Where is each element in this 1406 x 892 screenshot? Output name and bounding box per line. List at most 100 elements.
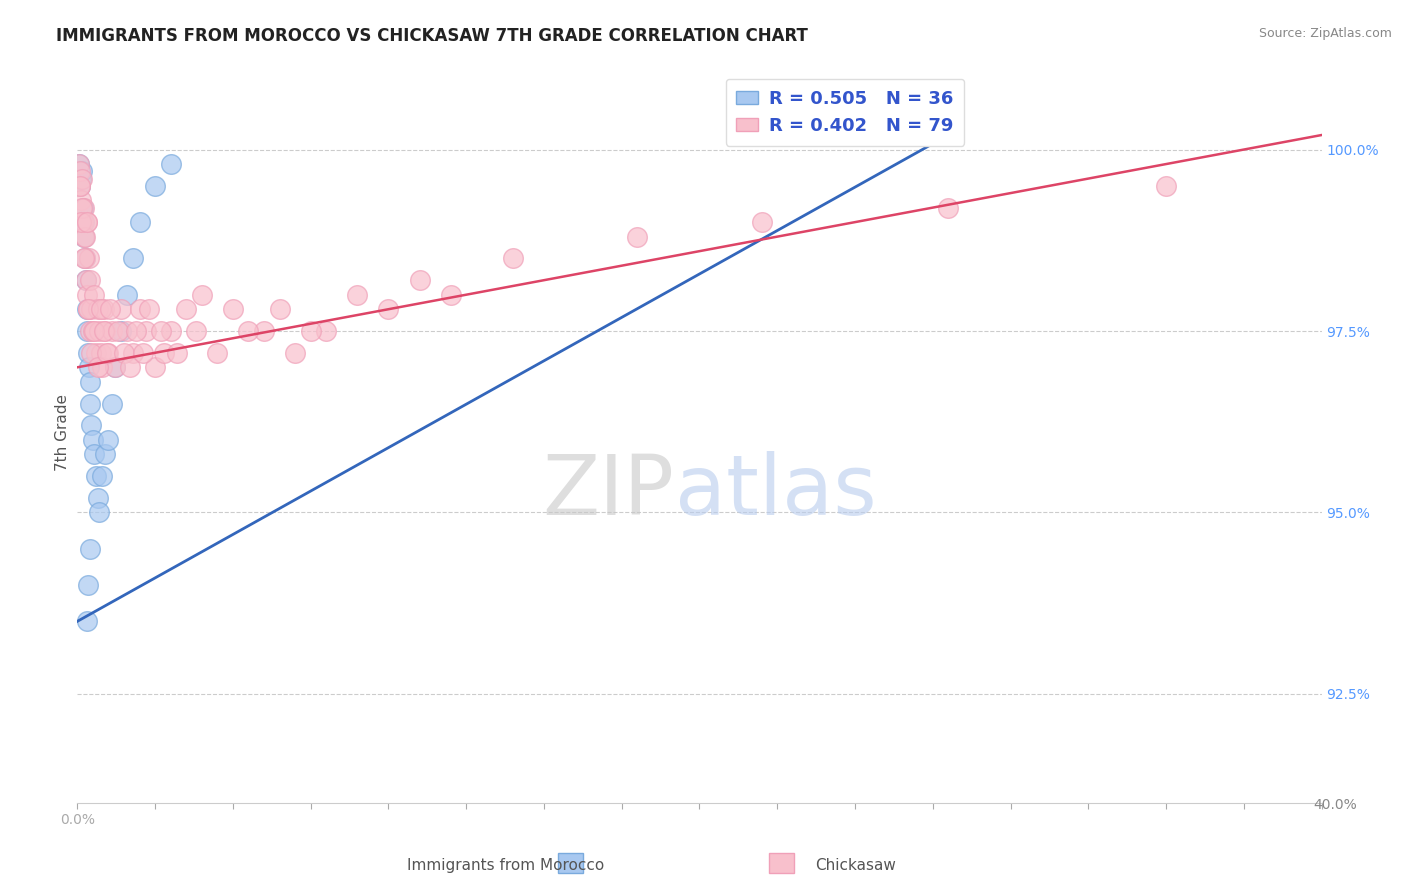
Point — [79, 324, 101, 338]
Point — [72, 252, 94, 266]
Point — [86, 302, 108, 317]
Point — [1154, 178, 1177, 193]
Point — [77, 302, 100, 317]
Point — [80, 302, 103, 317]
Point — [86, 491, 108, 505]
Point — [166, 345, 188, 359]
Point — [107, 324, 129, 338]
Point — [80, 345, 103, 359]
Point — [315, 324, 337, 338]
Point — [70, 201, 93, 215]
Point — [502, 252, 524, 266]
Point — [104, 360, 127, 375]
Point — [94, 447, 117, 461]
Point — [70, 164, 93, 178]
Point — [77, 345, 100, 359]
Point — [69, 178, 91, 193]
Point — [94, 324, 117, 338]
Point — [97, 433, 120, 447]
Point — [91, 469, 114, 483]
Point — [73, 229, 96, 244]
Point — [93, 324, 115, 338]
Text: Source: ZipAtlas.com: Source: ZipAtlas.com — [1258, 27, 1392, 40]
Point — [76, 615, 98, 629]
Point — [84, 469, 107, 483]
Point — [75, 273, 97, 287]
Point — [377, 302, 399, 317]
Point — [93, 302, 115, 317]
Point — [76, 324, 98, 338]
Point — [69, 164, 91, 178]
Point — [751, 215, 773, 229]
Point — [122, 345, 145, 359]
Point — [98, 302, 121, 317]
Point — [70, 171, 93, 186]
Text: Immigrants from Morocco: Immigrants from Morocco — [408, 858, 605, 872]
Bar — [558, 854, 583, 873]
Point — [90, 345, 112, 359]
Point — [104, 360, 127, 375]
Point — [75, 229, 97, 244]
Point — [238, 324, 260, 338]
Point — [83, 287, 105, 301]
Point — [77, 252, 100, 266]
Point — [76, 215, 98, 229]
Point — [96, 345, 118, 359]
Point — [73, 201, 96, 215]
Point — [83, 324, 105, 338]
Point — [80, 418, 103, 433]
Point — [207, 345, 229, 359]
Point — [128, 302, 150, 317]
Point — [159, 324, 181, 338]
Point — [122, 252, 145, 266]
Point — [439, 287, 461, 301]
Point — [90, 302, 112, 317]
Point — [115, 324, 138, 338]
Point — [72, 201, 94, 215]
Point — [299, 324, 322, 338]
Point — [83, 447, 105, 461]
Point — [72, 215, 94, 229]
Point — [131, 345, 153, 359]
Point — [76, 302, 98, 317]
Point — [70, 171, 93, 186]
Point — [184, 324, 207, 338]
Point — [77, 360, 100, 375]
Text: Chickasaw: Chickasaw — [815, 858, 897, 872]
Point — [346, 287, 368, 301]
Point — [143, 178, 166, 193]
Point — [936, 201, 959, 215]
Point — [76, 215, 98, 229]
Point — [76, 287, 98, 301]
Point — [174, 302, 197, 317]
Point — [191, 287, 214, 301]
Point — [67, 157, 90, 171]
Point — [100, 396, 122, 410]
Point — [79, 541, 101, 556]
Point — [75, 252, 97, 266]
Point — [91, 360, 114, 375]
Point — [79, 273, 101, 287]
Point — [70, 215, 93, 229]
Point — [97, 345, 120, 359]
Point — [110, 324, 132, 338]
Point — [269, 302, 291, 317]
Point — [110, 302, 132, 317]
Point — [84, 345, 107, 359]
Point — [143, 360, 166, 375]
Point — [75, 273, 97, 287]
Point — [82, 324, 104, 338]
Text: 40.0%: 40.0% — [1313, 798, 1357, 812]
Text: atlas: atlas — [675, 451, 876, 533]
Point — [70, 194, 93, 208]
Point — [77, 302, 100, 317]
Point — [72, 215, 94, 229]
Point — [153, 345, 176, 359]
Text: IMMIGRANTS FROM MOROCCO VS CHICKASAW 7TH GRADE CORRELATION CHART: IMMIGRANTS FROM MOROCCO VS CHICKASAW 7TH… — [56, 27, 808, 45]
Point — [79, 396, 101, 410]
Point — [222, 302, 245, 317]
Point — [120, 360, 142, 375]
Point — [100, 324, 122, 338]
Text: ZIP: ZIP — [543, 451, 675, 533]
Point — [87, 324, 110, 338]
